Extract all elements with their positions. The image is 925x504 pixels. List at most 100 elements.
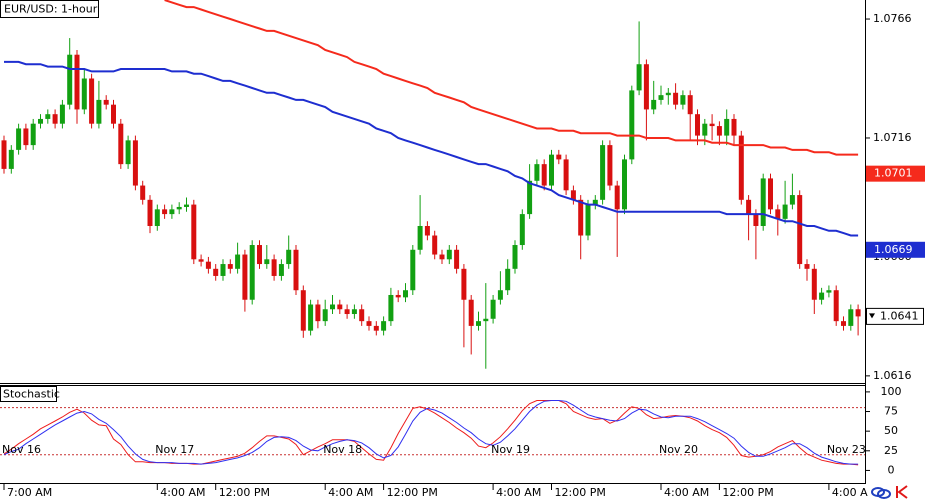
candle-body	[184, 204, 189, 207]
candle-body	[220, 264, 226, 276]
candle-body	[235, 254, 241, 269]
candle-body	[527, 180, 533, 215]
candle-body	[468, 299, 474, 326]
candle-body	[351, 309, 357, 315]
candle-body	[205, 261, 211, 269]
candle-body	[614, 185, 620, 210]
candle-body	[147, 199, 153, 226]
x-tick-label: 12:00 PM	[555, 486, 606, 499]
title-box	[0, 0, 99, 18]
candle-body	[67, 54, 73, 105]
candle-body	[16, 128, 22, 150]
date-label: Nov 17	[155, 443, 194, 456]
candle-body	[841, 321, 846, 326]
candle-body	[782, 204, 788, 219]
candle-body	[38, 118, 43, 124]
candle-body	[731, 118, 737, 136]
candle-body	[570, 190, 576, 200]
candle-body	[227, 264, 233, 269]
date-label: Nov 19	[491, 443, 530, 456]
x-tick-label: 4:00 A	[832, 486, 868, 499]
candle-body	[651, 99, 657, 110]
candle-body	[213, 268, 219, 276]
x-tick-label: 12:00 PM	[387, 486, 438, 499]
candle-body	[45, 114, 51, 119]
candle-body	[286, 249, 292, 265]
candle-body	[695, 114, 700, 136]
stochastic-title-box	[0, 386, 57, 402]
candle-body	[592, 199, 598, 205]
y-tick-label: 1.0766	[873, 12, 912, 25]
candle-body	[395, 294, 401, 298]
candle-body	[753, 214, 759, 226]
date-label: Nov 23	[827, 443, 866, 456]
candle-body	[198, 259, 204, 262]
y-tick-label: 0	[888, 463, 895, 476]
moving-average	[4, 60, 859, 237]
candle-body	[23, 128, 29, 146]
candle-body	[300, 290, 306, 331]
candle-body	[308, 304, 314, 331]
candle-body	[446, 249, 452, 260]
stochastic-panel	[0, 400, 865, 466]
candle-body	[541, 164, 547, 186]
candle-body	[702, 123, 708, 136]
scroll-end-icon[interactable]	[896, 485, 908, 499]
candle-body	[176, 206, 182, 210]
candle-body	[497, 290, 503, 300]
candle-body	[855, 309, 861, 317]
candle-body	[760, 178, 766, 226]
candle-body	[687, 95, 693, 115]
candle-body	[388, 294, 394, 322]
candle-body	[330, 304, 335, 310]
candle-body	[534, 164, 540, 181]
candle-body	[505, 268, 511, 291]
candle-body	[8, 149, 14, 169]
price-panel	[1, 0, 861, 369]
candle-body	[709, 123, 715, 127]
candle-body	[680, 95, 686, 105]
candle-body	[417, 225, 423, 250]
candle-body	[89, 78, 95, 124]
y-tick-label: 75	[884, 405, 898, 418]
candle-body	[607, 145, 613, 186]
candle-body	[716, 126, 722, 136]
candle-body	[359, 309, 365, 322]
stochastic-line	[3, 400, 859, 466]
candle-body	[622, 159, 627, 210]
x-tick-label: 12:00 PM	[722, 486, 773, 499]
x-tick-label: 4:00 AM	[328, 486, 373, 499]
candle-body	[132, 140, 138, 186]
x-tick-label: 4:00 AM	[664, 486, 709, 499]
candle-body	[600, 145, 606, 200]
x-tick-label: 4:00 AM	[496, 486, 541, 499]
date-label: Nov 20	[659, 443, 698, 456]
candle-body	[746, 199, 752, 215]
candle-body	[344, 309, 350, 315]
candle-body	[278, 264, 284, 276]
candle-body	[476, 321, 481, 326]
candle-body	[264, 259, 270, 265]
candle-body	[162, 209, 168, 215]
value-marker-label: 1.0701	[874, 167, 913, 180]
y-tick-label: 25	[884, 444, 898, 457]
candle-body	[439, 254, 445, 260]
value-marker-label: 1.0669	[874, 243, 913, 256]
x-tick-label: 7:00 AM	[7, 486, 52, 499]
candle-body	[242, 254, 248, 300]
candle-body	[490, 299, 496, 319]
date-label: Nov 16	[2, 443, 41, 456]
candle-body	[826, 290, 832, 293]
candle-body	[549, 154, 554, 186]
candle-body	[724, 118, 730, 136]
candle-body	[556, 154, 562, 160]
x-tick-label: 4:00 AM	[160, 486, 205, 499]
candle-body	[775, 209, 781, 219]
candle-body	[512, 245, 518, 269]
link-icon[interactable]	[877, 489, 891, 499]
y-tick-label: 100	[881, 385, 902, 398]
candle-body	[81, 78, 87, 110]
candle-body	[30, 123, 36, 146]
